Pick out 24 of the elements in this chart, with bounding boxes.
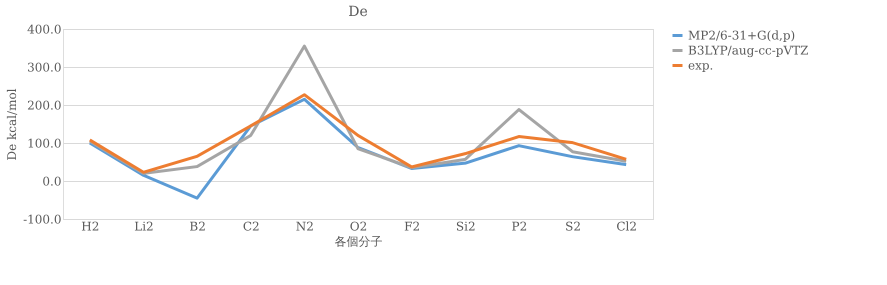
x-tick-label: F2 — [404, 220, 420, 234]
y-tick-label: 100.0 — [27, 136, 62, 150]
x-tick-label: Li2 — [134, 220, 154, 234]
x-tick-label: N2 — [296, 220, 314, 234]
x-tick-label: S2 — [565, 220, 581, 234]
x-tick-label: O2 — [350, 220, 368, 234]
x-tick-label: B2 — [189, 220, 206, 234]
y-axis-title: De kcal/mol — [5, 88, 20, 161]
x-tick-label: Cl2 — [616, 220, 638, 234]
y-tick-label: 0.0 — [42, 174, 62, 188]
y-tick-label: 300.0 — [27, 60, 62, 74]
legend-label: exp. — [688, 58, 714, 72]
chart-title: De — [348, 4, 368, 20]
legend-label: B3LYP/aug-cc-pVTZ — [688, 44, 808, 58]
x-tick-label: H2 — [81, 220, 100, 234]
x-tick-label: C2 — [242, 220, 260, 234]
y-tick-label: 200.0 — [27, 98, 62, 112]
line-series — [88, 93, 628, 174]
x-axis-title: 各個分子 — [334, 234, 382, 248]
x-tick-label: P2 — [512, 220, 528, 234]
y-tick-label: -100.0 — [23, 212, 62, 226]
legend-label: MP2/6-31+G(d,p) — [688, 28, 796, 42]
x-tick-label: Si2 — [456, 220, 476, 234]
y-tick-label: 400.0 — [27, 22, 62, 36]
